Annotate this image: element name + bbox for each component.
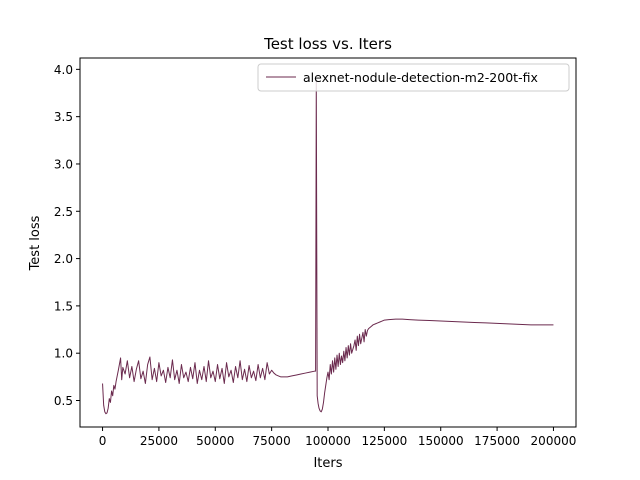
legend-box	[257, 63, 570, 92]
x-tick-label: 150000	[418, 434, 464, 448]
x-tick-label: 50000	[196, 434, 234, 448]
x-tick-label: 0	[99, 434, 107, 448]
x-tick-label: 125000	[361, 434, 407, 448]
y-tick-label: 3.5	[54, 110, 73, 124]
y-tick-label: 0.5	[54, 394, 73, 408]
chart-title: Test loss vs. Iters	[263, 35, 392, 53]
x-tick-label: 175000	[474, 434, 520, 448]
x-tick-label: 75000	[253, 434, 291, 448]
y-tick-label: 3.0	[54, 157, 73, 171]
legend: alexnet-nodule-detection-m2-200t-fix	[257, 63, 570, 92]
x-tick-label: 100000	[305, 434, 351, 448]
series-layer	[102, 80, 554, 415]
plot-frame	[79, 57, 577, 428]
y-tick-label: 1.0	[54, 347, 73, 361]
series-line	[102, 80, 554, 415]
y-tick-label: 2.0	[54, 252, 73, 266]
y-axis-ticks: 0.5 1.0 1.5 2.0 2.5 3.0 3.5 4.0	[54, 63, 80, 408]
y-tick-label: 1.5	[54, 299, 73, 313]
y-tick-label: 2.5	[54, 205, 73, 219]
x-axis-ticks: 0 25000 50000 75000 100000 125000 150000 175000…	[99, 427, 577, 448]
x-tick-label: 200000	[531, 434, 577, 448]
legend-entry-label: alexnet-nodule-detection-m2-200t-fix	[303, 70, 538, 85]
y-axis-label: Test loss	[28, 215, 43, 271]
plot-area: 0 25000 50000 75000 100000 125000 150000 175000…	[54, 57, 577, 448]
x-axis-label: Iters	[313, 456, 342, 471]
x-tick-label: 25000	[140, 434, 178, 448]
y-tick-label: 4.0	[54, 63, 73, 77]
